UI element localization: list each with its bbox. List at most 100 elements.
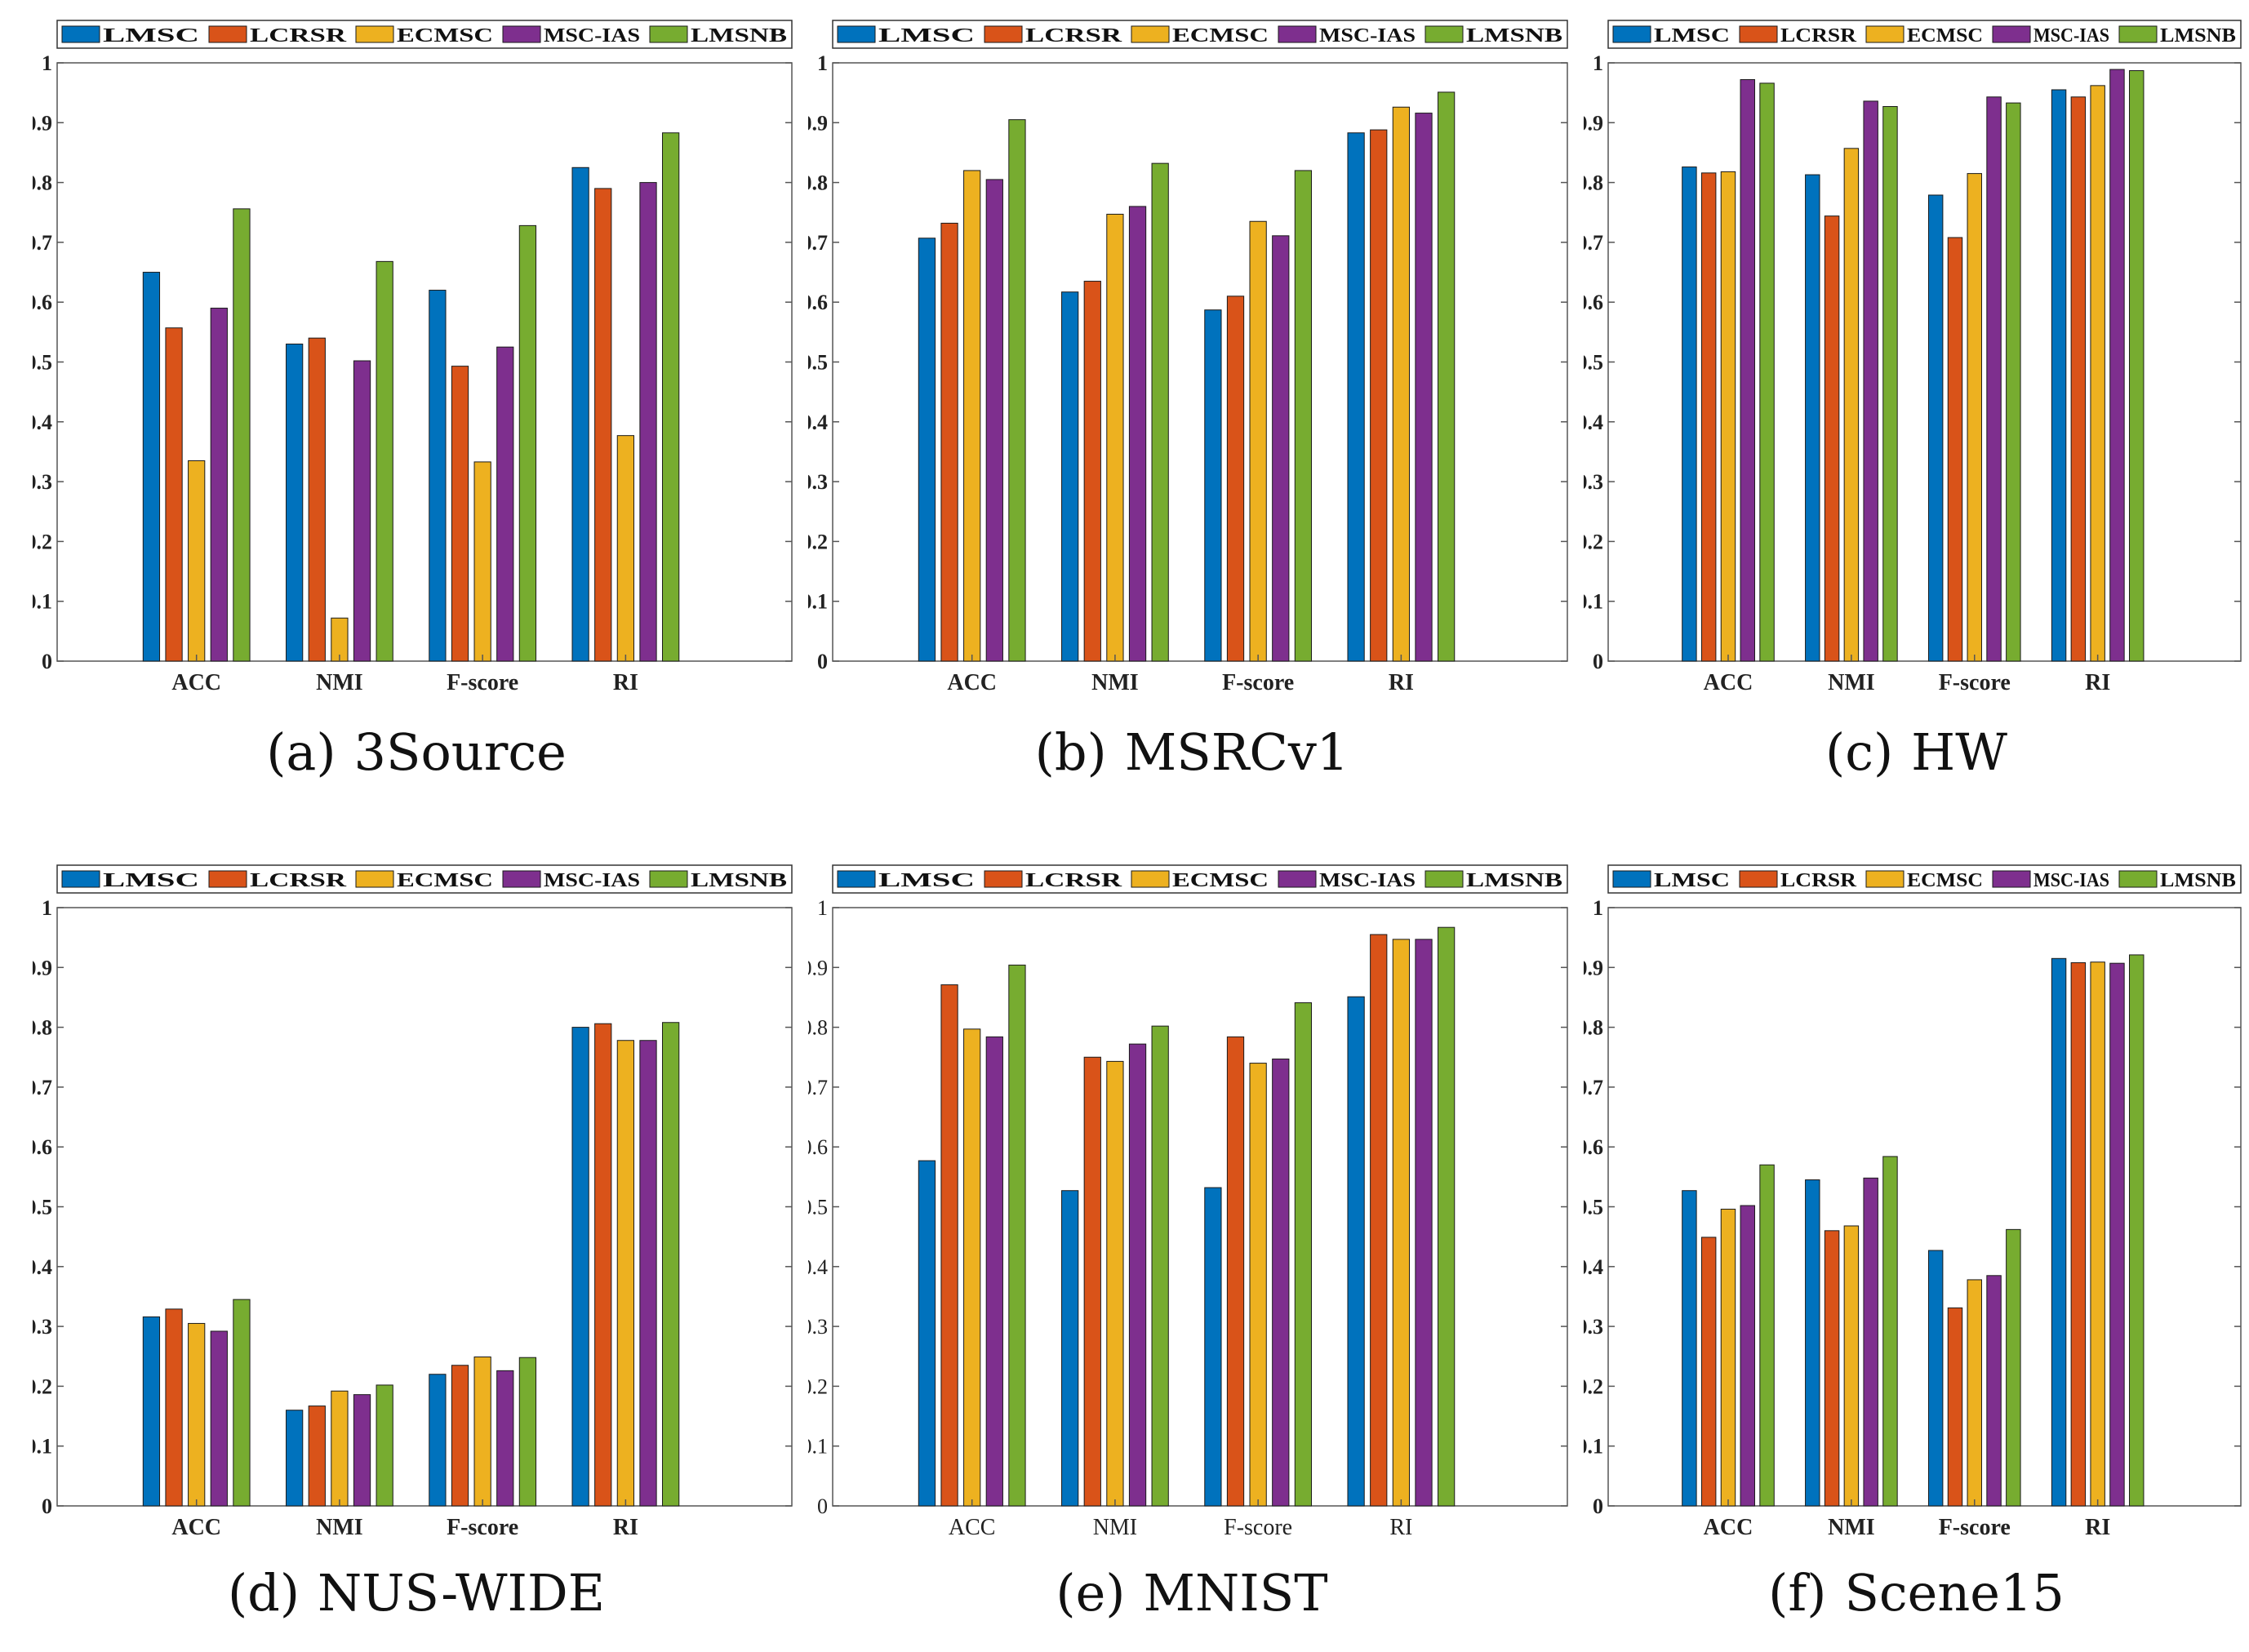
bar xyxy=(1151,162,1169,662)
chart-caption: (c) HW xyxy=(1584,722,2249,782)
bar-chart-mnist: 0 0.1 0.2 0.3 0.4 0.5 0.6 0.7 0.8 0.9 1 ACC NMI F-sco… xyxy=(808,864,1568,1540)
legend-swatch xyxy=(61,870,100,888)
bar xyxy=(376,1384,393,1507)
x-tick-label: NMI xyxy=(1828,670,1875,695)
bar xyxy=(2051,957,2067,1507)
legend-label: LMSC xyxy=(878,870,975,891)
x-tick-label: NMI xyxy=(1828,1515,1875,1540)
bar xyxy=(1759,82,1775,662)
legend-swatch xyxy=(1131,25,1170,43)
legend-swatch xyxy=(649,25,688,43)
y-tick-label: 0.4 xyxy=(808,411,828,434)
bar xyxy=(639,182,657,662)
bar-chart-msrcv1: 0 0.1 0.2 0.3 0.4 0.5 0.6 0.7 0.8 0.9 1 ACC NMI F-sco… xyxy=(808,20,1568,695)
legend-label: MSC-IAS xyxy=(1319,25,1416,47)
bar xyxy=(1986,1275,2002,1507)
y-tick-label: 0.4 xyxy=(1584,411,1603,434)
legend-swatch xyxy=(2118,870,2158,888)
bar xyxy=(1740,79,1755,662)
y-tick-label: 0 xyxy=(1593,650,1603,673)
bar xyxy=(1294,170,1313,662)
bar xyxy=(429,290,447,662)
caption-title: Scene15 xyxy=(1844,1563,2065,1623)
bar xyxy=(571,1027,589,1507)
legend-swatch xyxy=(61,25,100,43)
legend-label: LCRSR xyxy=(250,870,347,891)
y-tick-label: 0.3 xyxy=(33,1315,52,1339)
bar xyxy=(1226,1036,1245,1507)
bar xyxy=(2090,961,2105,1507)
legend-swatch xyxy=(649,870,688,888)
y-tick-label: 0.2 xyxy=(1584,530,1603,553)
chart-panel-mnist: 0 0.1 0.2 0.3 0.4 0.5 0.6 0.7 0.8 0.9 1 ACC NMI F-sco… xyxy=(808,861,1576,1652)
x-tick-label: RI xyxy=(2085,670,2110,695)
bar xyxy=(616,1040,634,1507)
caption-title: 3Source xyxy=(353,722,567,782)
y-tick-label: 0.4 xyxy=(33,1255,52,1279)
bar xyxy=(662,1022,680,1507)
bar xyxy=(1824,215,1840,662)
legend-swatch xyxy=(837,870,876,888)
bar xyxy=(473,1356,491,1507)
legend-label: ECMSC xyxy=(1172,25,1269,47)
x-tick-label: ACC xyxy=(171,1515,221,1540)
legend-label: MSC-IAS xyxy=(544,25,640,47)
legend-label: ECMSC xyxy=(1172,870,1269,891)
bar xyxy=(1083,1056,1101,1507)
x-tick-label: NMI xyxy=(316,670,363,695)
bar xyxy=(1863,100,1878,662)
chart-caption: (e) MNIST xyxy=(808,1563,1576,1623)
legend-swatch xyxy=(1425,870,1464,888)
bar xyxy=(1128,206,1147,662)
bar xyxy=(353,1394,371,1507)
chart-panel-hw: 0 0.1 0.2 0.3 0.4 0.5 0.6 0.7 0.8 0.9 1 ACC NMI F-sco… xyxy=(1584,16,2249,808)
bar xyxy=(1682,167,1697,662)
y-tick-label: 0.6 xyxy=(33,291,52,314)
y-tick-label: 0.3 xyxy=(808,470,828,494)
bar xyxy=(165,1308,183,1507)
chart-caption: (f) Scene15 xyxy=(1584,1563,2249,1623)
y-tick-label: 0 xyxy=(1593,1494,1603,1518)
bar xyxy=(1083,281,1101,662)
y-tick-label: 0.2 xyxy=(33,530,52,553)
y-tick-label: 0.3 xyxy=(808,1315,828,1339)
bar xyxy=(918,1160,936,1507)
bar xyxy=(1151,1025,1169,1507)
y-tick-label: 0.1 xyxy=(1584,1435,1603,1459)
x-tick-label: ACC xyxy=(1704,670,1753,695)
y-tick-label: 1 xyxy=(1593,896,1603,920)
bar xyxy=(1008,964,1026,1507)
bar xyxy=(2109,69,2125,662)
y-tick-label: 0.1 xyxy=(1584,590,1603,614)
bar xyxy=(1700,1237,1717,1507)
legend-label: LMSNB xyxy=(1466,870,1562,891)
bar xyxy=(1805,1179,1820,1507)
legend-swatch xyxy=(1992,870,2031,888)
y-tick-label: 0 xyxy=(42,1494,52,1518)
bar xyxy=(616,435,634,662)
bar xyxy=(1720,1208,1736,1507)
bar xyxy=(142,272,161,662)
x-tick-label: ACC xyxy=(947,670,997,695)
x-tick-label: NMI xyxy=(1091,670,1139,695)
legend-swatch xyxy=(837,25,876,43)
y-tick-label: 0.3 xyxy=(1584,1315,1603,1339)
x-tick-label: RI xyxy=(1389,670,1414,695)
y-tick-label: 0.9 xyxy=(1584,956,1603,979)
legend-label: LMSC xyxy=(1654,870,1730,891)
bar xyxy=(1927,194,1944,662)
bar xyxy=(1128,1043,1147,1507)
x-tick-label: RI xyxy=(2085,1515,2110,1540)
y-tick-label: 0.9 xyxy=(808,111,828,135)
legend-swatch xyxy=(1865,25,1905,43)
caption-title: MSRCv1 xyxy=(1124,722,1349,782)
y-tick-label: 0.7 xyxy=(33,1076,52,1099)
legend-swatch xyxy=(502,25,541,43)
bar xyxy=(188,1322,206,1507)
bar-chart-hw: 0 0.1 0.2 0.3 0.4 0.5 0.6 0.7 0.8 0.9 1 ACC NMI F-sco… xyxy=(1584,20,2242,695)
bar xyxy=(188,460,206,662)
bar-chart-3source: 0 0.1 0.2 0.3 0.4 0.5 0.6 0.7 0.8 0.9 1 ACC NMI F-sco… xyxy=(33,20,793,695)
legend-label: LMSNB xyxy=(691,870,787,891)
bar xyxy=(1947,1307,1963,1507)
bar xyxy=(2006,102,2021,662)
